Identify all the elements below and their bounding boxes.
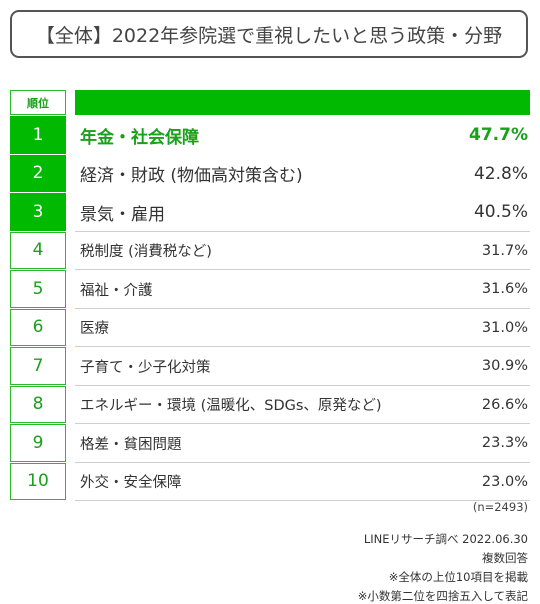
rank-cell: 7 [10,347,66,385]
row-separator [75,423,530,424]
rank-column-header: 順位 [10,90,66,115]
chart-title-text: 【全体】2022年参院選で重視したいと思う政策・分野 [35,24,503,47]
item-value: 47.7% [469,125,528,146]
rank-cell: 5 [10,270,66,308]
chart-title: 【全体】2022年参院選で重視したいと思う政策・分野 [10,10,528,58]
item-value: 23.0% [481,473,528,490]
rank-cell: 8 [10,385,66,423]
item-label: 子育て・少子化対策 [80,359,211,376]
row-separator [75,307,530,309]
row-separator [75,500,530,501]
header-bar [75,90,530,115]
rank-cell: 10 [10,462,66,500]
item-label: 景気・雇用 [80,204,165,225]
footnote-source: LINEリサーチ調べ 2022.06.30 [363,532,528,546]
item-label: 格差・貧困問題 [80,436,182,453]
footnote-top10: ※全体の上位10項目を掲載 [388,570,528,584]
item-label: 税制度 (消費税など) [80,244,212,261]
item-value: 31.7% [481,242,528,259]
item-label: 経済・財政 (物価高対策含む) [80,166,303,187]
rank-cell: 9 [10,424,66,462]
footnote-rounding: ※小数第二位を四捨五入して表記 [357,589,528,603]
footnote-multiple-answer: 複数回答 [482,551,528,565]
item-value: 31.6% [481,281,528,298]
row-separator [75,346,530,347]
item-label: 福祉・介護 [80,282,153,299]
item-label: 外交・安全保障 [80,475,182,492]
item-value: 42.8% [473,163,528,184]
sample-size: (n=2493) [472,500,528,514]
item-value: 26.6% [481,396,528,413]
item-value: 31.0% [481,319,528,336]
item-label: 年金・社会保障 [80,127,199,148]
row-separator [75,461,530,463]
rank-cell: 6 [10,308,66,346]
rank-cell: 2 [10,154,66,192]
row-separator [75,230,530,232]
rank-cell: 1 [10,116,66,154]
rank-cell: 3 [10,193,66,231]
item-label: 医療 [80,321,109,338]
row-separator [75,269,530,270]
item-value: 40.5% [473,202,528,223]
row-separator [75,384,530,386]
item-value: 23.3% [481,435,528,452]
item-label: エネルギー・環境 (温暖化、SDGs、原発など) [80,398,382,415]
rank-cell: 4 [10,231,66,269]
item-value: 30.9% [481,358,528,375]
